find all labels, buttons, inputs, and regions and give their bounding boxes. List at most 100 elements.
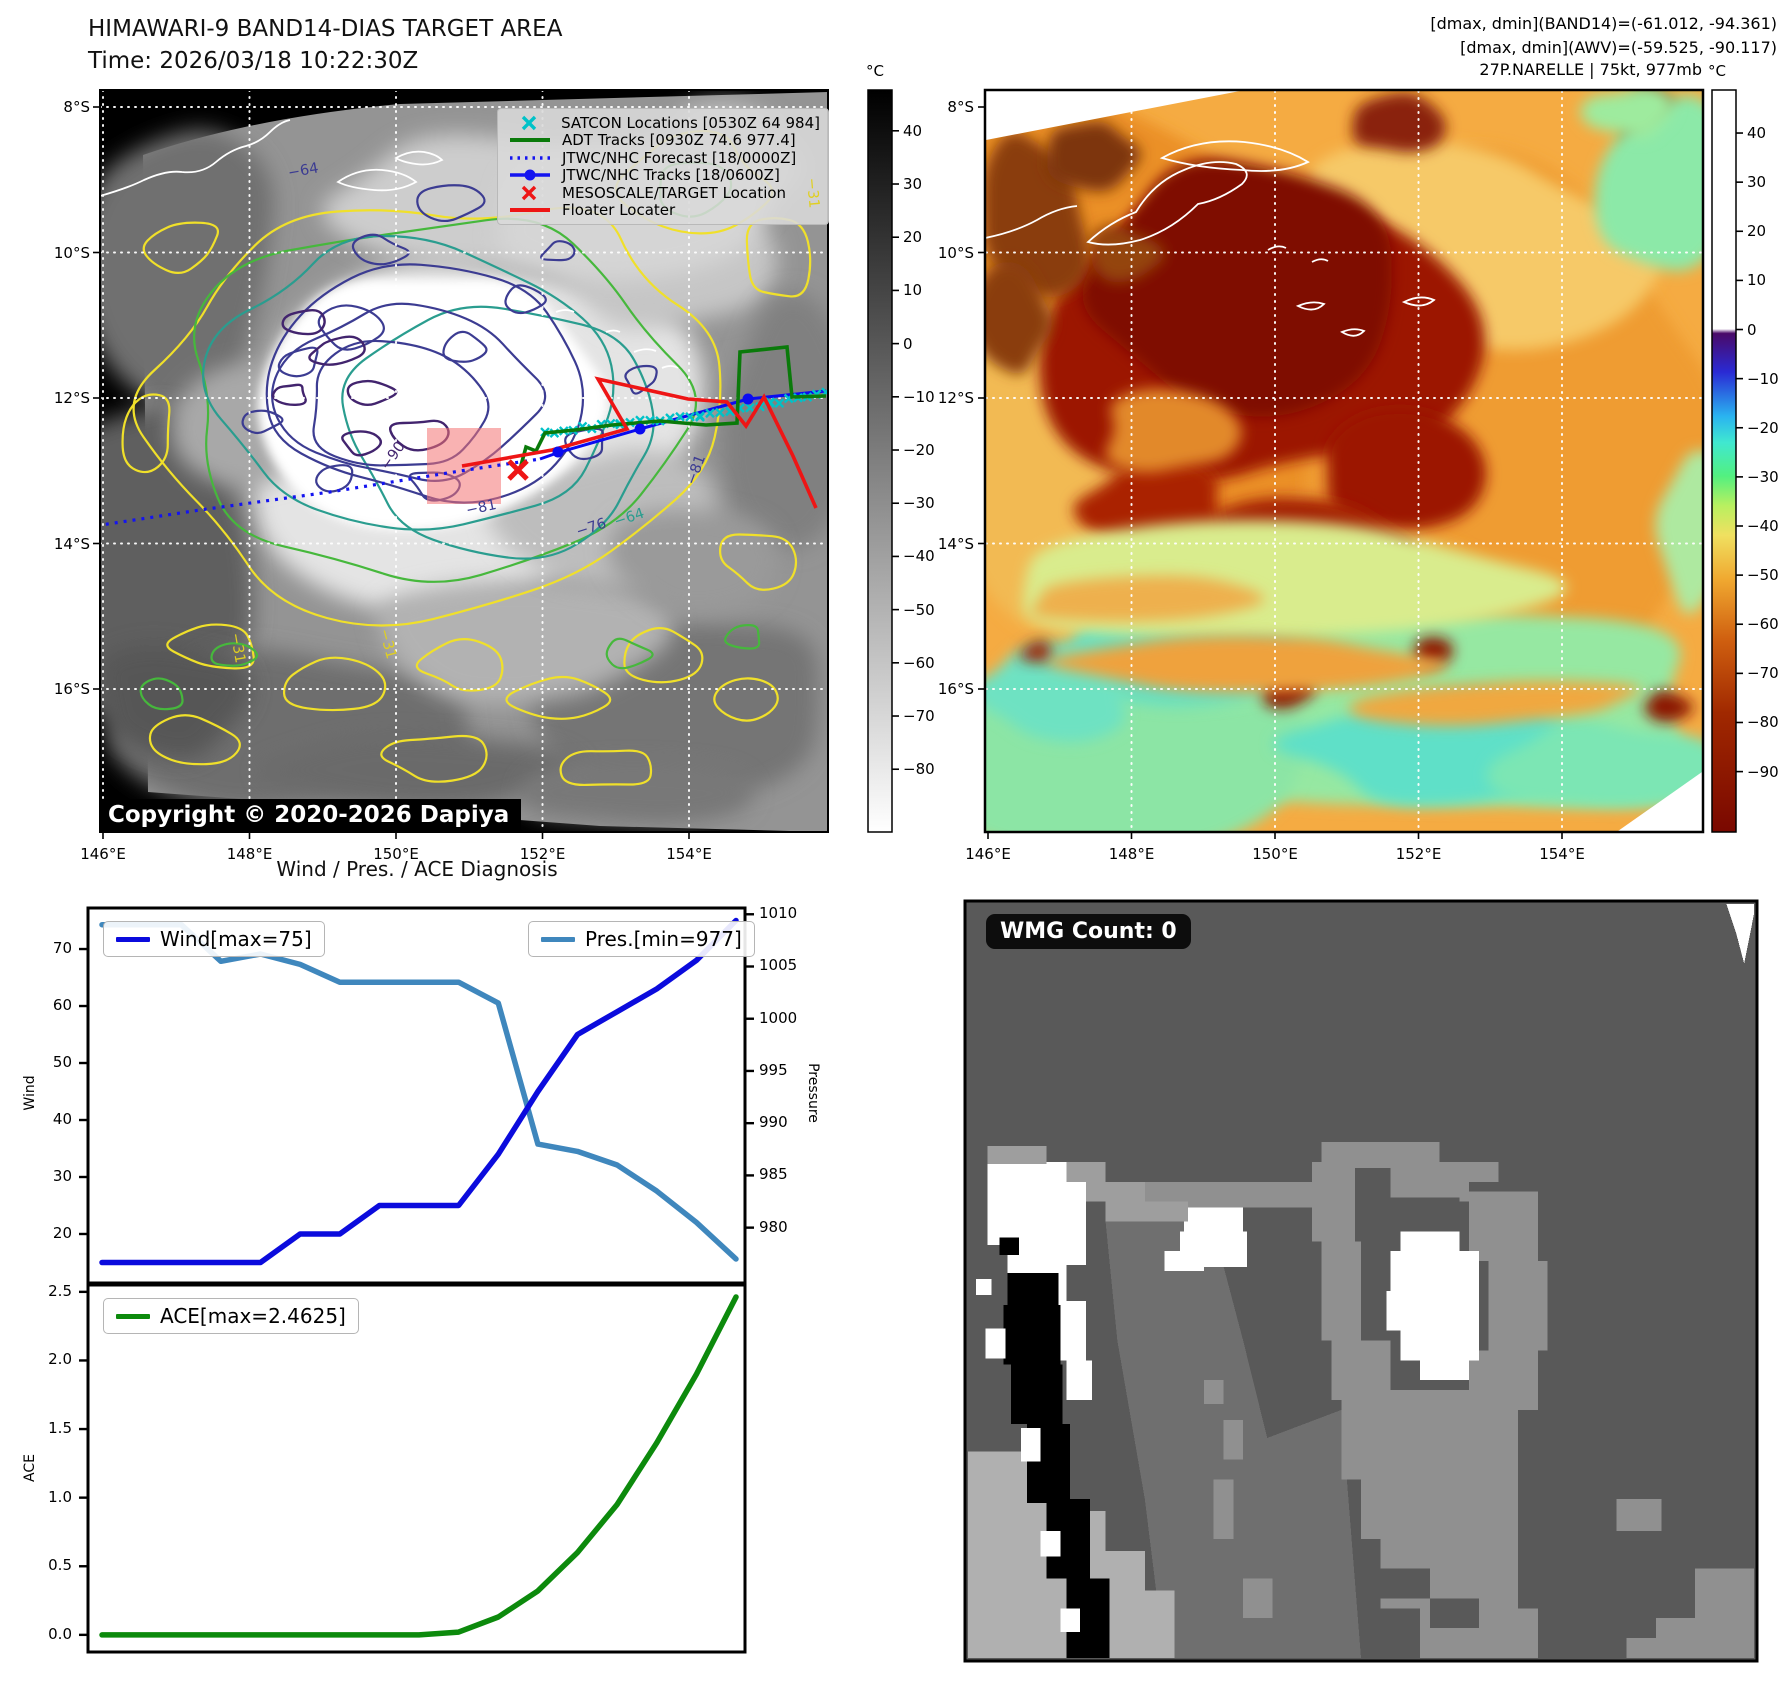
colorbar2-tick-label: 10 <box>1747 271 1767 290</box>
copyright-badge: Copyright © 2020-2026 Dapiya <box>100 799 522 833</box>
colorbar1-tick-label: −50 <box>903 600 935 619</box>
diagnosis-charts <box>79 906 754 1654</box>
map1-lon-tick: 152°E <box>519 845 566 863</box>
pressure-ytick: 1000 <box>759 1008 798 1027</box>
line-marker-icon <box>510 208 550 213</box>
info-band14: [dmax, dmin](BAND14)=(-61.012, -94.361) <box>1430 14 1777 33</box>
dotted-marker-icon <box>510 156 550 160</box>
colorbar1-tick-label: 40 <box>903 121 923 140</box>
colorbar2-tick-label: −70 <box>1747 664 1779 683</box>
legend-row: JTWC/NHC Tracks [18/0600Z] <box>506 166 820 185</box>
line-dot-marker-icon <box>510 169 550 181</box>
colorbar1-tick-label: 20 <box>903 228 923 247</box>
ace-ytick: 2.0 <box>48 1350 72 1369</box>
colorbar2-tick-label: 40 <box>1747 124 1767 143</box>
ace-legend: ACE[max=2.4625] <box>103 1298 359 1334</box>
legend-row: Floater Locater <box>506 201 820 220</box>
colorbar1-tick-label: −70 <box>903 707 935 726</box>
info-awv: [dmax, dmin](AWV)=(-59.525, -90.117) <box>1460 38 1777 57</box>
chart-title: Wind / Pres. / ACE Diagnosis <box>276 857 558 881</box>
colorbar2-tick-label: −10 <box>1747 369 1779 388</box>
colorbar1-tick-label: −60 <box>903 653 935 672</box>
map1-lat-tick: 8°S <box>63 98 90 116</box>
x-marker-icon <box>521 185 537 200</box>
timestamp: Time: 2026/03/18 10:22:30Z <box>88 48 419 74</box>
legend-label: SATCON Locations [0530Z 64 984] <box>561 113 820 132</box>
map1-lat-tick: 14°S <box>53 534 90 553</box>
map1-lat-tick: 16°S <box>53 680 90 698</box>
pressure-ytick: 985 <box>759 1165 788 1184</box>
map2-lat-tick: 14°S <box>937 534 974 553</box>
colorbar2-tick-label: −30 <box>1747 467 1779 486</box>
map2-lat-tick: 8°S <box>947 98 974 116</box>
wmg-mask-panel <box>963 899 1759 1663</box>
map2-lat-tick: 16°S <box>937 680 974 698</box>
wind-ytick: 40 <box>52 1110 72 1128</box>
map2-lat-tick: 10°S <box>937 243 974 262</box>
legend-label: JTWC/NHC Tracks [18/0600Z] <box>562 166 780 185</box>
wind-ytick: 70 <box>52 939 72 958</box>
map2-lon-tick: 146°E <box>965 845 1011 863</box>
legend-row: JTWC/NHC Forecast [18/0000Z] <box>506 149 820 167</box>
map-legend: SATCON Locations [0530Z 64 984] ADT Track… <box>497 108 829 225</box>
awv-map-panel <box>978 88 1705 839</box>
wind-ytick: 50 <box>52 1053 72 1071</box>
pressure-ytick: 990 <box>759 1113 788 1132</box>
colorbar2-tick-label: −80 <box>1747 713 1779 732</box>
legend-label: Floater Locater <box>562 201 676 220</box>
page-title: HIMAWARI-9 BAND14-DIAS TARGET AREA <box>88 16 563 42</box>
colorbar2-tick-label: 0 <box>1747 320 1757 339</box>
map2-lon-tick: 154°E <box>1539 845 1585 863</box>
colorbar1-tick-label: −20 <box>903 441 935 460</box>
storm-intensity-label: 27P.NARELLE | 75kt, 977mb <box>1479 60 1702 79</box>
ace-ytick: 0.0 <box>48 1624 72 1643</box>
map1-lat-tick: 10°S <box>53 243 90 262</box>
colorbar1-tick-label: −10 <box>903 387 935 406</box>
map1-lon-tick: 148°E <box>226 845 273 863</box>
colorbar2-tick-label: −90 <box>1747 762 1779 781</box>
wind-legend: Wind[max=75] <box>103 921 325 957</box>
dmax-dmin-info: [dmax, dmin](BAND14)=(-61.012, -94.361) … <box>1430 12 1777 60</box>
legend-label: ADT Tracks [0930Z 74.6 977.4] <box>562 131 796 150</box>
legend-label: MESOSCALE/TARGET Location <box>562 183 787 202</box>
ace-legend-label: ACE[max=2.4625] <box>160 1304 346 1328</box>
map1-lon-tick: 150°E <box>373 845 419 863</box>
pressure-axis-label: Pressure <box>805 1063 821 1123</box>
map2-lat-tick: 12°S <box>937 389 974 407</box>
colorbar2-unit: °C <box>1708 62 1726 80</box>
ace-legend-swatch <box>116 1313 150 1319</box>
colorbar2-tick-label: −60 <box>1747 615 1779 634</box>
pressure-ytick: 995 <box>759 1060 788 1079</box>
map2-lon-tick: 148°E <box>1108 845 1155 863</box>
pres-legend-swatch <box>541 936 575 942</box>
map1-lat-tick: 12°S <box>53 389 90 407</box>
colorbar2-tick-label: −50 <box>1747 566 1779 585</box>
ace-ytick: 1.0 <box>48 1487 72 1506</box>
ace-ytick: 0.5 <box>48 1556 72 1575</box>
colorbar2-tick-label: −20 <box>1747 418 1779 437</box>
map2-lon-tick: 152°E <box>1395 845 1442 863</box>
colorbar1-tick-label: 10 <box>903 281 923 300</box>
map2-lon-tick: 150°E <box>1252 845 1298 863</box>
colorbar2-tick-label: 30 <box>1747 173 1767 192</box>
colorbar1-tick-label: −30 <box>903 494 935 513</box>
wind-legend-label: Wind[max=75] <box>160 927 312 951</box>
contour-label: −31 <box>803 177 822 209</box>
colorbar1-tick-label: 0 <box>903 334 913 353</box>
ace-ytick: 1.5 <box>48 1419 72 1438</box>
line-marker-icon <box>510 138 550 143</box>
pressure-ytick: 1005 <box>759 956 798 975</box>
wmg-count-badge: WMG Count: 0 <box>986 914 1191 949</box>
colorbar1-tick-label: 30 <box>903 175 923 193</box>
legend-row: MESOSCALE/TARGET Location <box>506 184 820 202</box>
colorbar1-tick-label: −80 <box>903 760 935 779</box>
wind-ytick: 60 <box>52 996 72 1015</box>
wind-ytick: 30 <box>52 1166 72 1185</box>
ace-ytick: 2.5 <box>48 1281 72 1300</box>
legend-row: ADT Tracks [0930Z 74.6 977.4] <box>506 131 820 150</box>
colorbar2-tick-label: −40 <box>1747 516 1779 535</box>
colorbars <box>867 89 1743 833</box>
pres-legend: Pres.[min=977] <box>528 921 755 957</box>
